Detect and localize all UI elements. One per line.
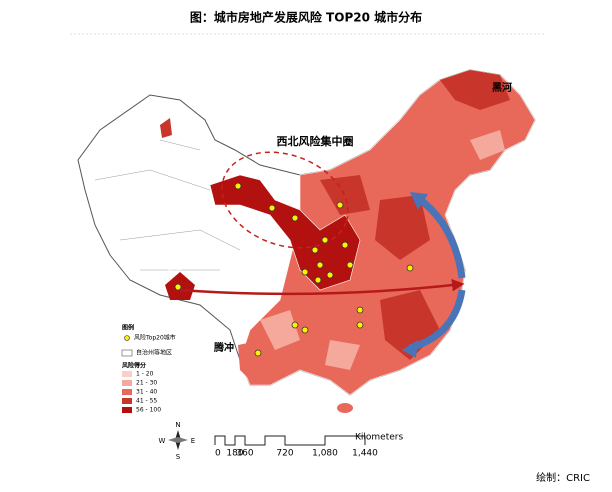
city-dot — [326, 271, 334, 279]
scale-label: 1,080 — [312, 449, 338, 459]
legend-title: 图例 — [122, 324, 134, 332]
legend-swatch — [122, 371, 132, 377]
compass-label: S — [176, 453, 181, 461]
compass-needle — [168, 437, 188, 443]
risk-region-tengchong — [238, 340, 268, 380]
circle-label: 西北风险集中圈 — [277, 134, 354, 148]
city-dot — [346, 261, 354, 269]
scale-bar — [214, 435, 366, 446]
scale-label: 360 — [236, 449, 253, 459]
city-dot — [341, 241, 349, 249]
legend-swatch — [122, 380, 132, 386]
scale-label: 180 — [226, 449, 243, 459]
legend-item: 风险Top20城市 — [134, 334, 176, 342]
light-patches — [260, 130, 505, 370]
blue-arrow-down — [408, 289, 466, 352]
risk-region-northwest — [209, 174, 361, 291]
legend-dot — [124, 335, 130, 341]
city-dot — [356, 306, 364, 314]
northwest-circle — [221, 151, 349, 249]
city-dot — [311, 246, 319, 254]
red-arrow — [179, 278, 465, 296]
legend-range: 1 - 20 — [136, 371, 154, 378]
city-dot — [314, 276, 322, 284]
compass-label: W — [159, 437, 166, 445]
legend-range: 56 - 100 — [136, 407, 161, 414]
credit: 绘制：CRIC — [536, 471, 590, 484]
blue-arrowhead-down — [402, 340, 418, 358]
blue-arrowhead-up — [410, 192, 428, 210]
legend-range: 41 - 55 — [136, 398, 157, 405]
legend-subtitle: 风险得分 — [122, 362, 146, 370]
west-borders — [94, 139, 241, 271]
city-dot — [336, 201, 344, 209]
city-dot — [356, 321, 364, 329]
legend-range: 31 - 40 — [136, 389, 157, 396]
legend-item: 自治州等地区 — [136, 349, 172, 357]
compass: N S E W — [159, 421, 196, 461]
city-dot — [268, 204, 276, 212]
city-dot — [301, 268, 309, 276]
scale-label: 720 — [276, 449, 293, 459]
city-dot — [291, 321, 299, 329]
place-label: 腾冲 — [213, 341, 234, 354]
scale-unit: Kilometers — [355, 433, 403, 443]
scale-label: 0 — [215, 449, 221, 459]
scale-label: 1,440 — [352, 449, 378, 459]
hainan — [337, 403, 353, 413]
city-dot — [406, 264, 414, 272]
legend-ranges: 1 - 20 21 - 30 31 - 40 41 - 55 56 - 100 — [122, 371, 161, 414]
legend-swatch — [122, 389, 132, 395]
compass-label: N — [175, 421, 180, 429]
place-label: 拉萨 — [168, 265, 182, 274]
legend-swatch — [121, 349, 133, 357]
city-dot — [301, 326, 309, 334]
city-dot — [254, 349, 262, 357]
city-dot — [321, 236, 329, 244]
city-dot — [234, 182, 242, 190]
legend-swatch — [122, 398, 132, 404]
city-dot — [316, 261, 324, 269]
city-markers — [174, 182, 414, 357]
city-dot — [291, 214, 299, 222]
city-dot — [174, 283, 182, 291]
title: 图：城市房地产发展风险 TOP20 城市分布 — [190, 10, 422, 25]
compass-label: E — [191, 437, 195, 445]
risk-region-xinjiang — [160, 118, 172, 138]
place-label: 黑河 — [492, 82, 512, 94]
legend-swatch — [122, 407, 132, 413]
legend-range: 21 - 30 — [136, 380, 157, 387]
blue-arrow-up — [415, 195, 466, 279]
legend: 图例 风险Top20城市 自治州等地区 风险得分 1 - 20 21 - 30 31… — [121, 324, 176, 414]
